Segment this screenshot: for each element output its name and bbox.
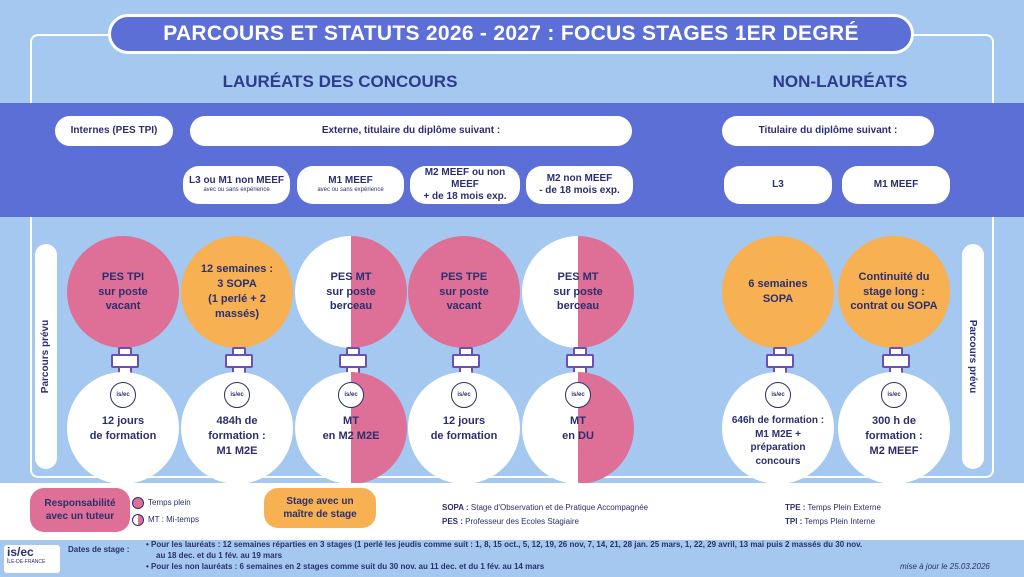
stage-text: PES MT sur poste berceau bbox=[326, 270, 376, 313]
plus-icon bbox=[881, 346, 910, 375]
formation-text: 12 jours de formation bbox=[430, 415, 498, 442]
stage-text: Continuité du stage long : contrat ou SO… bbox=[850, 270, 938, 313]
header-externe: Externe, titulaire du diplôme suivant : bbox=[190, 116, 632, 146]
stage-circle-pes-tpe: PES TPE sur poste vacant bbox=[408, 236, 520, 348]
isfec-logo-icon: is/ec bbox=[224, 382, 250, 408]
diploma-label: M1 MEEF bbox=[328, 175, 373, 187]
header-titulaire: Titulaire du diplôme suivant : bbox=[722, 116, 934, 146]
diploma-sub: avec ou sans expérience bbox=[203, 187, 270, 194]
dates-line-2: • Pour les non lauréats : 6 semaines en … bbox=[146, 561, 545, 571]
isfec-logo-icon: is/ec bbox=[110, 382, 136, 408]
side-label-text: Parcours prévu bbox=[967, 319, 979, 394]
update-date: mise à jour le 25.03.2026 bbox=[900, 562, 990, 571]
diploma-m2-moins: M2 non MEEF - de 18 mois exp. bbox=[526, 166, 633, 204]
formation-circle: is/ec MT en DU bbox=[522, 372, 634, 484]
legend-stage: Stage avec un maître de stage bbox=[264, 488, 376, 528]
legend-value: Temps Plein Externe bbox=[807, 503, 881, 512]
legend-responsabilite: Responsabilité avec un tuteur bbox=[30, 488, 130, 532]
stage-circle-pes-mt: PES MT sur poste berceau bbox=[295, 236, 407, 348]
legend-tpi: TPI : Temps Plein Interne bbox=[785, 517, 875, 526]
legend-key: PES : bbox=[442, 517, 463, 526]
legend-temps-plein: Temps plein bbox=[148, 498, 191, 507]
dates-line-1-text: Pour les lauréats : 12 semaines répartie… bbox=[151, 540, 863, 549]
stage-circle-pes-mt-2: PES MT sur poste berceau bbox=[522, 236, 634, 348]
side-label-text: Parcours prévu bbox=[40, 319, 52, 394]
formation-circle: is/ec 12 jours de formation bbox=[408, 372, 520, 484]
plus-icon bbox=[224, 346, 253, 375]
legend-value: Professeur des Ecoles Stagiaire bbox=[465, 517, 579, 526]
formation-circle: is/ec 646h de formation : M1 M2E + prépa… bbox=[722, 372, 834, 484]
isfec-logo-icon: is/ec bbox=[565, 382, 591, 408]
formation-text: 12 jours de formation bbox=[89, 415, 157, 442]
formation-text: 300 h de formation : M2 MEEF bbox=[865, 415, 923, 457]
diploma-m1-meef: M1 MEEF avec ou sans expérience bbox=[297, 166, 404, 204]
legend-key: SOPA : bbox=[442, 503, 469, 512]
side-label-left: Parcours prévu bbox=[35, 244, 57, 469]
legend-mi-temps: MT : Mi-temps bbox=[148, 515, 199, 524]
stage-text: PES TPE sur poste vacant bbox=[439, 270, 489, 313]
legend-pes: PES : Professeur des Ecoles Stagiaire bbox=[442, 517, 579, 526]
diploma-label: L3 ou M1 non MEEF bbox=[189, 175, 284, 187]
formation-circle: is/ec MT en M2 M2E bbox=[295, 372, 407, 484]
formation-text: MT en DU bbox=[562, 415, 594, 442]
legend-tpe: TPE : Temps Plein Externe bbox=[785, 503, 881, 512]
dates-line-1: • Pour les lauréats : 12 semaines répart… bbox=[146, 540, 863, 549]
plus-icon bbox=[765, 346, 794, 375]
brand-name: is/ec bbox=[7, 545, 34, 559]
isfec-logo-icon: is/ec bbox=[881, 382, 907, 408]
dates-block: • Pour les lauréats : 12 semaines répart… bbox=[146, 540, 916, 572]
isfec-logo-icon: is/ec bbox=[338, 382, 364, 408]
diploma-m2-plus: M2 MEEF ou non MEEF + de 18 mois exp. bbox=[410, 166, 520, 204]
section-laureats: LAURÉATS DES CONCOURS bbox=[222, 72, 458, 91]
brand-sub: ÎLE-DE-FRANCE bbox=[7, 559, 46, 565]
diploma-l3: L3 bbox=[724, 166, 832, 204]
legend-value: Temps Plein Interne bbox=[804, 517, 876, 526]
legend-value: Stage d'Observation et de Pratique Accom… bbox=[470, 503, 649, 512]
dates-label: Dates de stage : bbox=[68, 545, 130, 554]
stage-text: PES MT sur poste berceau bbox=[553, 270, 603, 313]
isfec-logo-icon: is/ec bbox=[451, 382, 477, 408]
plus-icon bbox=[110, 346, 139, 375]
formation-circle: is/ec 300 h de formation : M2 MEEF bbox=[838, 372, 950, 484]
side-label-right: Parcours prévu bbox=[962, 244, 984, 469]
stage-text: PES TPI sur poste vacant bbox=[98, 270, 148, 313]
plus-icon bbox=[338, 346, 367, 375]
diploma-l3-m1: L3 ou M1 non MEEF avec ou sans expérience bbox=[183, 166, 290, 204]
header-internes: Internes (PES TPI) bbox=[55, 116, 173, 146]
dates-line-1b: au 18 dec. et du 1 fév. au 19 mars bbox=[156, 550, 283, 560]
diploma-m1-meef-nl: M1 MEEF bbox=[842, 166, 950, 204]
half-time-icon bbox=[132, 514, 144, 526]
stage-circle-6-semaines: 6 semaines SOPA bbox=[722, 236, 834, 348]
formation-text: 484h de formation : M1 M2E bbox=[208, 415, 266, 457]
formation-text: MT en M2 M2E bbox=[322, 415, 380, 442]
stage-circle-pes-tpi: PES TPI sur poste vacant bbox=[67, 236, 179, 348]
legend-key: TPI : bbox=[785, 517, 803, 526]
plus-icon bbox=[565, 346, 594, 375]
formation-circle: is/ec 484h de formation : M1 M2E bbox=[181, 372, 293, 484]
stage-text: 12 semaines : 3 SOPA (1 perlé + 2 massés… bbox=[200, 263, 274, 320]
section-non-laureats: NON-LAURÉATS bbox=[772, 72, 908, 91]
stage-text: 6 semaines SOPA bbox=[748, 278, 808, 305]
isfec-brand-logo: is/ec ÎLE-DE-FRANCE bbox=[4, 545, 60, 573]
formation-text: 646h de formation : M1 M2E + préparation… bbox=[731, 415, 825, 467]
legend-bar bbox=[0, 483, 1024, 540]
stage-circle-continuite: Continuité du stage long : contrat ou SO… bbox=[838, 236, 950, 348]
stage-circle-sopa: 12 semaines : 3 SOPA (1 perlé + 2 massés… bbox=[181, 236, 293, 348]
page-title: PARCOURS ET STATUTS 2026 - 2027 : FOCUS … bbox=[108, 14, 914, 54]
isfec-logo-icon: is/ec bbox=[765, 382, 791, 408]
legend-key: TPE : bbox=[785, 503, 806, 512]
diploma-sub: avec ou sans expérience bbox=[317, 187, 384, 194]
legend-sopa: SOPA : Stage d'Observation et de Pratiqu… bbox=[442, 503, 648, 512]
formation-circle: is/ec 12 jours de formation bbox=[67, 372, 179, 484]
dates-line-2-text: Pour les non lauréats : 6 semaines en 2 … bbox=[151, 561, 545, 571]
full-time-icon bbox=[132, 497, 144, 509]
plus-icon bbox=[451, 346, 480, 375]
